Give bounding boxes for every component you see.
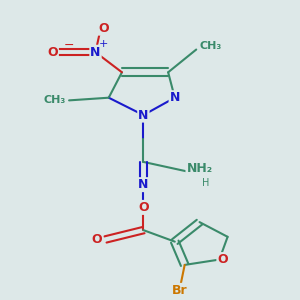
Text: Br: Br <box>172 284 188 297</box>
Text: −: − <box>64 39 74 52</box>
Text: NH₂: NH₂ <box>187 162 213 175</box>
Text: O: O <box>217 253 228 266</box>
Text: O: O <box>92 233 103 246</box>
Text: O: O <box>47 46 58 59</box>
Text: O: O <box>98 22 109 34</box>
Text: CH₃: CH₃ <box>43 95 65 105</box>
Text: N: N <box>138 109 148 122</box>
Text: H: H <box>202 178 210 188</box>
Text: N: N <box>90 46 101 59</box>
Text: N: N <box>169 91 180 104</box>
Text: CH₃: CH₃ <box>200 40 222 50</box>
Text: +: + <box>99 39 109 49</box>
Text: N: N <box>138 178 148 191</box>
Text: O: O <box>138 201 149 214</box>
